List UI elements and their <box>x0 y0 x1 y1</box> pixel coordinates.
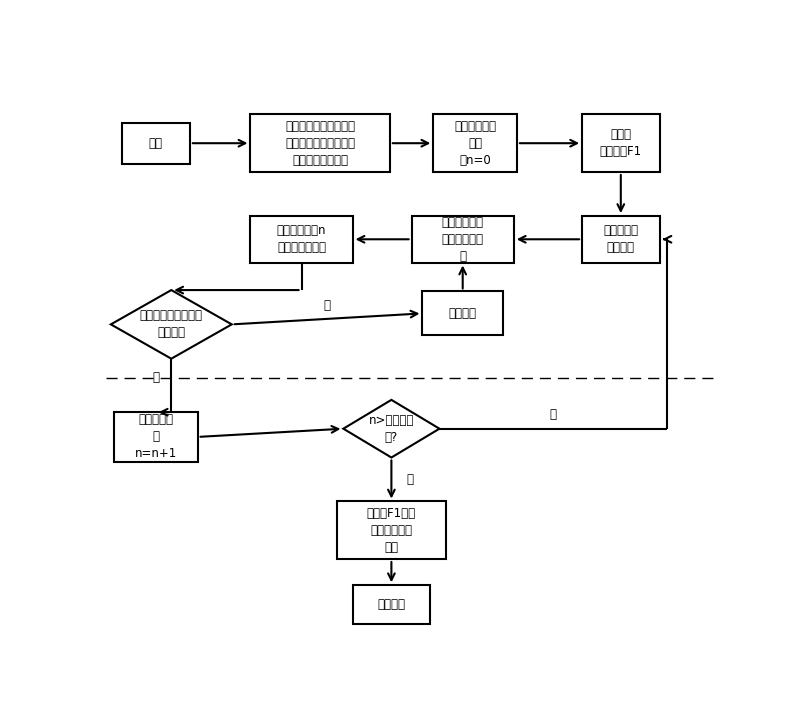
Bar <box>250 114 390 172</box>
Polygon shape <box>343 400 439 458</box>
Bar <box>250 216 353 262</box>
Bar <box>122 123 190 164</box>
Text: 是: 是 <box>406 473 414 486</box>
Text: 是: 是 <box>152 371 159 384</box>
Bar <box>422 292 503 335</box>
Text: 设置光源到
特定亮度: 设置光源到 特定亮度 <box>603 225 638 255</box>
Text: 用文件F1修正
所有波段光谱
曲线: 用文件F1修正 所有波段光谱 曲线 <box>367 507 416 554</box>
Text: 比较光谱曲线最高值
接近饱和: 比较光谱曲线最高值 接近饱和 <box>140 309 203 339</box>
Bar <box>114 412 198 461</box>
Text: 否: 否 <box>323 299 330 312</box>
Text: 存储光谱曲
线
n=n+1: 存储光谱曲 线 n=n+1 <box>134 414 177 461</box>
Text: 计算机采集第n
个波段光谱曲线: 计算机采集第n 个波段光谱曲线 <box>277 225 326 255</box>
Text: n>设定波段
数?: n>设定波段 数? <box>369 414 414 443</box>
Text: 开始: 开始 <box>149 137 163 150</box>
Text: 定标结束: 定标结束 <box>378 598 406 611</box>
Bar <box>582 216 659 262</box>
Text: 步进电机按参
数控制光栅扫
描: 步进电机按参 数控制光栅扫 描 <box>442 216 484 263</box>
Bar <box>337 501 446 559</box>
Text: 计算机软件初
始化
设n=0: 计算机软件初 始化 设n=0 <box>454 120 496 167</box>
Text: 否: 否 <box>550 409 557 421</box>
Bar <box>582 114 659 172</box>
Bar <box>353 585 430 624</box>
Text: 设置起始波长，终止波
长，被测系统波段数，
每个波段中心波长: 设置起始波长，终止波 长，被测系统波段数， 每个波段中心波长 <box>285 120 355 167</box>
Text: 自校正
得到文件F1: 自校正 得到文件F1 <box>600 128 642 158</box>
Polygon shape <box>111 290 232 359</box>
Text: 调亮光源: 调亮光源 <box>449 307 477 320</box>
Bar <box>434 114 517 172</box>
Bar <box>411 216 514 262</box>
